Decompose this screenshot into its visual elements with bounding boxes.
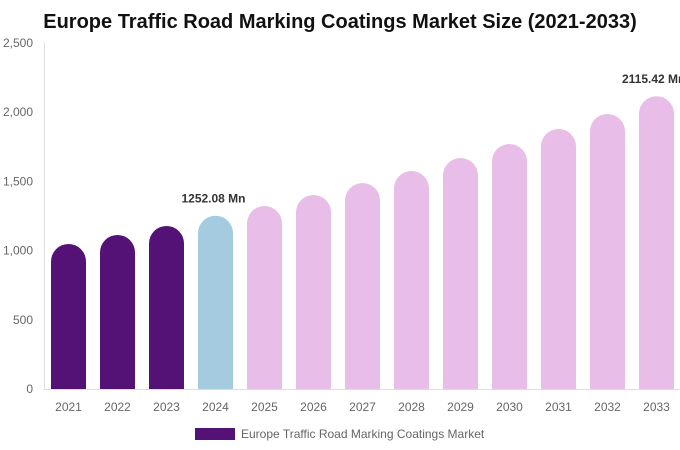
bar-2033[interactable] bbox=[639, 96, 674, 390]
bar-2026[interactable] bbox=[296, 194, 331, 389]
y-tick-label: 500 bbox=[13, 313, 33, 327]
x-tick-label: 2026 bbox=[300, 400, 327, 414]
bar-2032[interactable] bbox=[590, 113, 625, 389]
y-tick-label: 1,000 bbox=[3, 244, 33, 258]
bar-2024[interactable] bbox=[198, 215, 233, 389]
y-tick-label: 2,500 bbox=[3, 36, 33, 50]
x-tick-label: 2027 bbox=[349, 400, 376, 414]
x-tick-label: 2023 bbox=[153, 400, 180, 414]
bar-2022[interactable] bbox=[100, 234, 135, 389]
legend-label[interactable]: Europe Traffic Road Marking Coatings Mar… bbox=[241, 427, 485, 441]
bar-2023[interactable] bbox=[149, 225, 184, 389]
bar-2028[interactable] bbox=[394, 171, 429, 389]
x-tick-label: 2028 bbox=[398, 400, 425, 414]
chart-title: Europe Traffic Road Marking Coatings Mar… bbox=[43, 11, 637, 33]
bar-2030[interactable] bbox=[492, 144, 527, 389]
x-tick-label: 2024 bbox=[202, 400, 229, 414]
bar-2027[interactable] bbox=[345, 183, 380, 389]
x-tick-label: 2032 bbox=[594, 400, 621, 414]
x-tick-label: 2022 bbox=[104, 400, 131, 414]
x-tick-label: 2030 bbox=[496, 400, 523, 414]
legend-swatch bbox=[195, 428, 235, 440]
bar-2025[interactable] bbox=[247, 206, 282, 389]
bar-2029[interactable] bbox=[443, 158, 478, 389]
x-tick-label: 2025 bbox=[251, 400, 278, 414]
data-label: 1252.08 Mn bbox=[181, 192, 245, 206]
x-tick-label: 2033 bbox=[643, 400, 670, 414]
bar-2021[interactable] bbox=[51, 243, 86, 389]
x-tick-label: 2021 bbox=[55, 400, 82, 414]
data-label: 2115.42 Mn bbox=[622, 72, 680, 86]
x-tick-label: 2031 bbox=[545, 400, 572, 414]
y-tick-label: 1,500 bbox=[3, 174, 33, 188]
y-tick-label: 0 bbox=[26, 382, 33, 396]
y-tick-label: 2,000 bbox=[3, 105, 33, 119]
x-tick-label: 2029 bbox=[447, 400, 474, 414]
bar-2031[interactable] bbox=[541, 128, 576, 389]
